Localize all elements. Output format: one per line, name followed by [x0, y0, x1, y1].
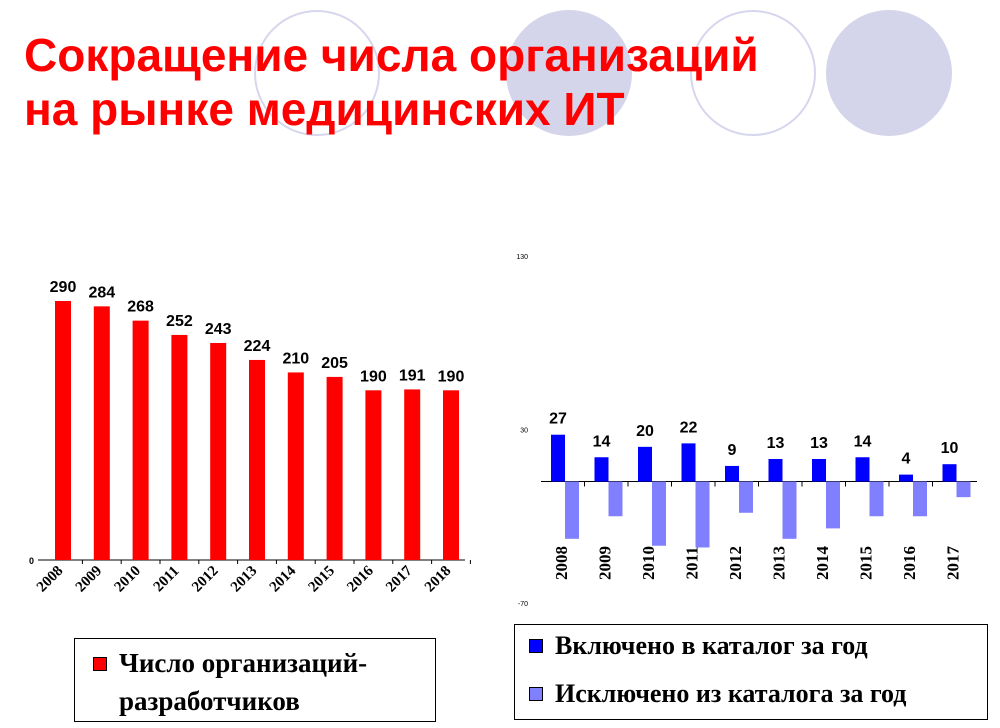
bar-included: [594, 457, 609, 482]
x-tick-label: 2011: [682, 546, 701, 579]
data-label: 190: [360, 368, 387, 385]
bar-excluded: [956, 481, 971, 498]
data-label: 27: [549, 411, 567, 428]
data-label: 191: [399, 367, 426, 384]
data-label: 22: [680, 419, 698, 436]
bar-included: [855, 457, 870, 482]
data-label: 284: [88, 284, 115, 301]
bar-included: [681, 443, 696, 482]
x-tick-label: 2012: [726, 546, 745, 580]
legend-swatch-included: [529, 639, 543, 653]
page-title-line2: на рынке медицинских ИТ: [24, 83, 625, 135]
bar-excluded: [739, 481, 753, 513]
bar-organizations: [55, 301, 71, 560]
bar-organizations: [132, 320, 149, 560]
bar-excluded: [782, 481, 797, 539]
decor-circle-filled-1: [506, 10, 632, 136]
bar-included: [725, 465, 739, 482]
x-tick-label: 2014: [813, 546, 832, 581]
bar-included: [812, 458, 826, 482]
data-label: 210: [282, 350, 309, 367]
data-label: 243: [205, 321, 232, 338]
data-label: 268: [127, 299, 154, 316]
data-label: 9: [728, 442, 737, 459]
decor-circle-outline-1: [254, 10, 380, 136]
data-label: 190: [438, 368, 465, 385]
page-title-line1: Сокращение числа организаций: [24, 29, 759, 81]
bar-excluded: [826, 481, 840, 529]
legend-label-organizations-line2: разработчиков: [119, 686, 300, 716]
bar-included: [899, 474, 913, 482]
bar-organizations: [93, 306, 110, 560]
page-title: Сокращение числа организаций на рынке ме…: [24, 28, 759, 136]
bar-excluded: [565, 481, 579, 539]
bar-organizations: [365, 390, 382, 560]
bar-organizations: [210, 342, 227, 560]
data-label: 13: [810, 435, 828, 452]
decor-circle-outline-2: [690, 10, 816, 136]
bar-included: [942, 464, 957, 482]
legend-label-included: Включено в каталог за год: [555, 631, 868, 660]
y-tick-label: -70: [518, 601, 528, 608]
bar-organizations: [326, 376, 343, 560]
y-tick-label: 130: [516, 254, 528, 261]
y-tick-label: 0: [29, 556, 34, 566]
x-tick-label: 2008: [552, 546, 571, 580]
bar-excluded: [913, 481, 927, 517]
data-label: 14: [593, 433, 611, 450]
x-tick-label: 2009: [595, 546, 614, 580]
x-tick-label: 2016: [900, 546, 919, 580]
legend-catalog: Включено в каталог за год Исключено из к…: [514, 624, 988, 720]
bar-excluded: [869, 481, 884, 517]
bar-organizations: [287, 372, 304, 560]
data-label: 252: [166, 313, 193, 330]
x-tick-label: 2015: [856, 546, 875, 580]
bar-organizations: [171, 334, 188, 560]
bar-organizations: [404, 389, 421, 560]
bar-included: [551, 434, 565, 482]
legend-label-excluded: Исключено из каталога за год: [555, 679, 907, 708]
y-tick-label: 30: [520, 428, 528, 435]
legend-organizations: Число организаций- разработчиков: [74, 638, 436, 722]
data-label: 10: [941, 440, 959, 457]
data-label: 20: [636, 423, 654, 440]
x-tick-label: 2013: [769, 546, 788, 580]
data-label: 290: [50, 279, 77, 296]
legend-label-organizations-line1: Число организаций-: [119, 648, 368, 678]
data-label: 224: [244, 338, 271, 355]
data-label: 4: [902, 451, 911, 468]
bar-organizations: [249, 359, 265, 560]
bar-excluded: [652, 481, 666, 546]
bar-included: [638, 446, 652, 482]
x-tick-label: 2010: [639, 546, 658, 580]
data-label: 14: [854, 433, 872, 450]
data-label: 13: [767, 435, 785, 452]
decor-circle-filled-2: [826, 10, 952, 136]
legend-swatch-red: [93, 657, 107, 671]
bar-excluded: [695, 481, 710, 548]
data-label: 205: [321, 355, 348, 372]
bar-excluded: [608, 481, 623, 517]
x-tick-label: 2017: [943, 546, 962, 581]
legend-swatch-excluded: [529, 687, 543, 701]
bar-organizations: [443, 390, 459, 560]
bar-included: [768, 458, 783, 482]
